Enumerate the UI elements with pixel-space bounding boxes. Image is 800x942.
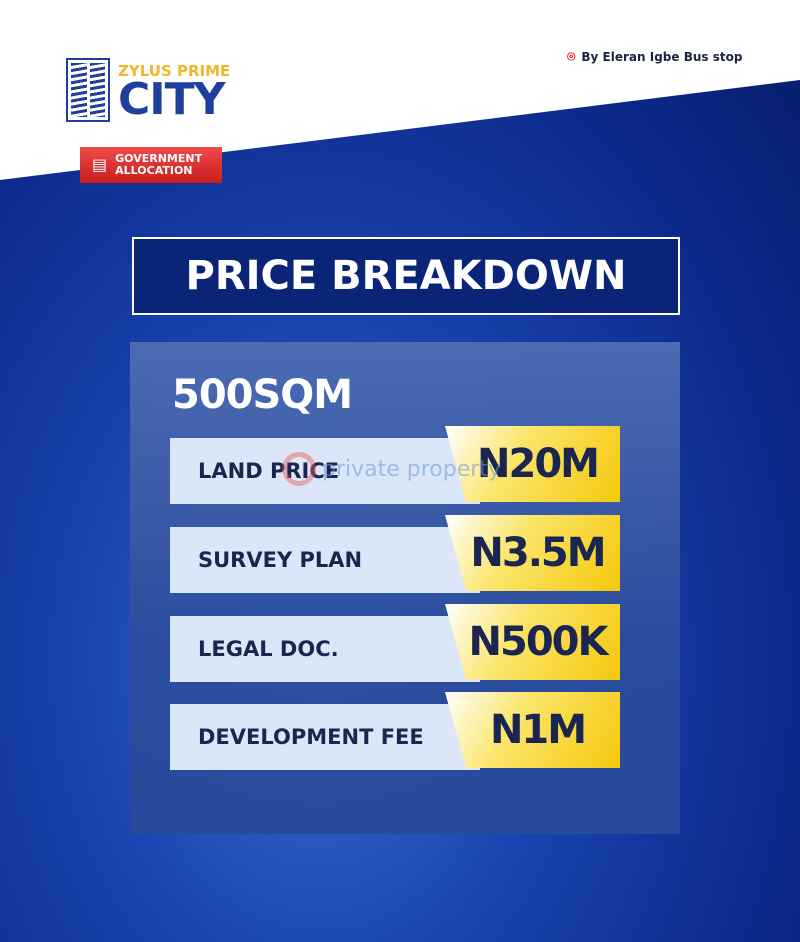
map-pin-icon: ⌾ bbox=[567, 49, 576, 65]
row-label: DEVELOPMENT FEE bbox=[170, 704, 480, 770]
row-value: N20M bbox=[445, 426, 620, 502]
location-text: By Eleran Igbe Bus stop bbox=[581, 50, 743, 64]
location: ⌾ By Eleran Igbe Bus stop bbox=[567, 49, 742, 65]
badge-line1: GOVERNMENT bbox=[115, 152, 203, 165]
badge-line2: ALLOCATION bbox=[115, 164, 193, 177]
watermark-logo-icon bbox=[282, 452, 316, 486]
page-title: PRICE BREAKDOWN bbox=[132, 237, 680, 315]
price-row: DEVELOPMENT FEE N1M bbox=[170, 692, 620, 770]
plot-size: 500SQM bbox=[172, 372, 353, 418]
watermark-text: private property bbox=[322, 456, 501, 482]
row-label: LAND PRICE bbox=[170, 438, 480, 504]
government-allocation-badge: ▤ GOVERNMENT ALLOCATION bbox=[80, 147, 222, 183]
row-label: LEGAL DOC. bbox=[170, 616, 480, 682]
row-label: SURVEY PLAN bbox=[170, 527, 480, 593]
price-row: LAND PRICE N20M bbox=[170, 426, 620, 504]
price-row: LEGAL DOC. N500K bbox=[170, 604, 620, 682]
logo: ZYLUS PRIME CITY bbox=[66, 58, 230, 122]
brand-main: CITY bbox=[118, 74, 226, 125]
price-row: SURVEY PLAN N3.5M bbox=[170, 515, 620, 593]
brand-top: ZYLUS PRIME bbox=[118, 62, 231, 80]
document-icon: ▤ bbox=[92, 155, 108, 174]
row-value: N500K bbox=[445, 604, 620, 680]
watermark: private property bbox=[282, 452, 501, 486]
building-icon bbox=[66, 58, 110, 122]
row-value: N1M bbox=[445, 692, 620, 768]
row-value: N3.5M bbox=[445, 515, 620, 591]
